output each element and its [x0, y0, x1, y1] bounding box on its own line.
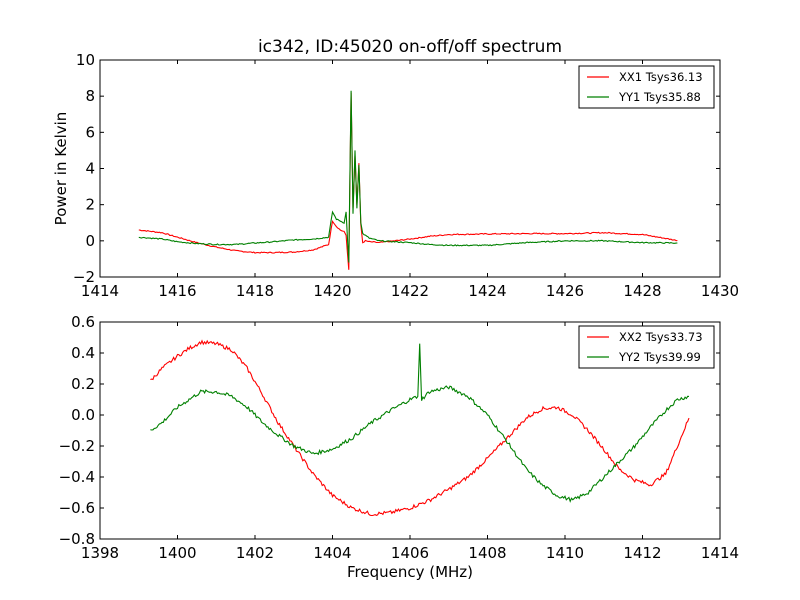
y-tick-label: 0.6 [71, 313, 95, 331]
x-tick-label: 1414 [701, 544, 739, 562]
x-tick-label: 1398 [81, 544, 119, 562]
x-tick-label: 1408 [468, 544, 506, 562]
x-axis-label: Frequency (MHz) [347, 563, 473, 581]
series-line-xx1 [138, 92, 678, 270]
x-tick-label: 1430 [701, 282, 739, 300]
x-tick-label: 1420 [313, 282, 351, 300]
y-tick-label: 4 [85, 160, 95, 178]
y-tick-label: 0.0 [71, 406, 95, 424]
y-tick-label: 0 [85, 232, 95, 250]
x-tick-label: 1416 [158, 282, 196, 300]
legend-box [578, 325, 715, 369]
x-tick-label: 1428 [623, 282, 661, 300]
series-line-yy2 [150, 343, 690, 503]
x-tick-label: 1414 [81, 282, 119, 300]
y-tick-label: 8 [85, 87, 95, 105]
x-tick-label: 1406 [391, 544, 429, 562]
y-axis-label: Power in Kelvin [52, 112, 70, 226]
legend-label: XX2 Tsys33.73 [619, 330, 703, 344]
y-tick-label: 6 [85, 123, 95, 141]
x-tick-label: 1410 [546, 544, 584, 562]
legend: XX2 Tsys33.73 YY2 Tsys39.99 [578, 325, 715, 369]
legend: XX1 Tsys36.13 YY1 Tsys35.88 [578, 65, 715, 109]
legend-label: YY1 Tsys35.88 [618, 90, 701, 104]
y-tick-label: 0.2 [71, 375, 95, 393]
y-tick-label: −0.2 [59, 437, 95, 455]
x-tick-label: 1422 [391, 282, 429, 300]
x-tick-label: 1404 [313, 544, 351, 562]
x-tick-label: 1400 [158, 544, 196, 562]
x-tick-label: 1418 [236, 282, 274, 300]
x-tick-label: 1412 [623, 544, 661, 562]
y-tick-label: −0.6 [59, 499, 95, 517]
y-tick-label: 0.4 [71, 344, 95, 362]
y-tick-label: 10 [76, 51, 95, 69]
series-line-xx2 [150, 339, 690, 517]
legend-label: XX1 Tsys36.13 [619, 70, 703, 84]
top-spectrum-panel: 1414 1416 1418 1420 1422 1424 1426 1428 1430 −2 0 2… [52, 51, 739, 300]
legend-label: YY2 Tsys39.99 [618, 350, 701, 364]
x-tick-label: 1424 [468, 282, 506, 300]
x-tick-label: 1402 [236, 544, 274, 562]
x-tick-label: 1426 [546, 282, 584, 300]
bottom-spectrum-panel: 1398 1400 1402 1404 1406 1408 1410 1412 1414 −0.8… [59, 313, 740, 581]
series-line-yy1 [138, 90, 678, 263]
y-tick-label: 2 [85, 196, 95, 214]
y-tick-label: −0.8 [59, 530, 95, 548]
legend-box [578, 65, 715, 109]
y-tick-label: −2 [73, 268, 95, 286]
figure-title: ic342, ID:45020 on-off/off spectrum [258, 37, 562, 57]
y-tick-label: −0.4 [59, 468, 95, 486]
